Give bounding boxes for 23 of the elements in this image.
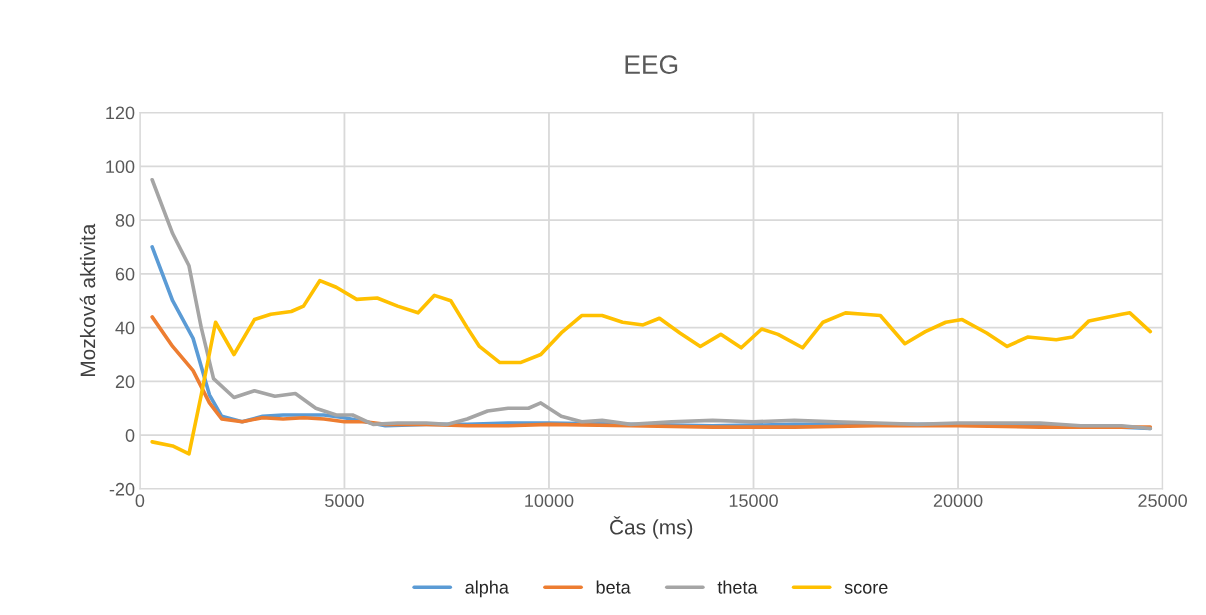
legend-label: score (844, 583, 888, 594)
y-tick-label: 20 (115, 375, 135, 389)
y-tick-label: 80 (115, 214, 135, 227)
line-series (150, 278, 1153, 456)
y-tick-label: 40 (115, 321, 135, 335)
x-tick-label: 15000 (729, 494, 778, 508)
y-tick-label: 60 (115, 267, 135, 281)
legend-label: alpha (465, 580, 509, 598)
y-tick-label: 120 (106, 106, 135, 120)
x-tick-label: 20000 (933, 494, 983, 508)
x-tick-label: 25000 (1138, 494, 1187, 508)
y-tick-label: -20 (109, 482, 135, 496)
y-tick-label: 0 (125, 429, 135, 442)
y-tick-label: 100 (106, 160, 135, 174)
legend-label: theta (717, 580, 758, 594)
x-tick-label: 5000 (325, 494, 364, 508)
legend-label: beta (596, 580, 631, 594)
chart-title: EEG (625, 55, 678, 74)
y-axis-title: Mozková aktivita (79, 223, 96, 377)
x-tick-label: 10000 (525, 494, 574, 508)
line-series (150, 177, 1153, 431)
x-axis-title: Čas (ms) (610, 516, 693, 539)
x-tick-label: 0 (135, 494, 145, 508)
